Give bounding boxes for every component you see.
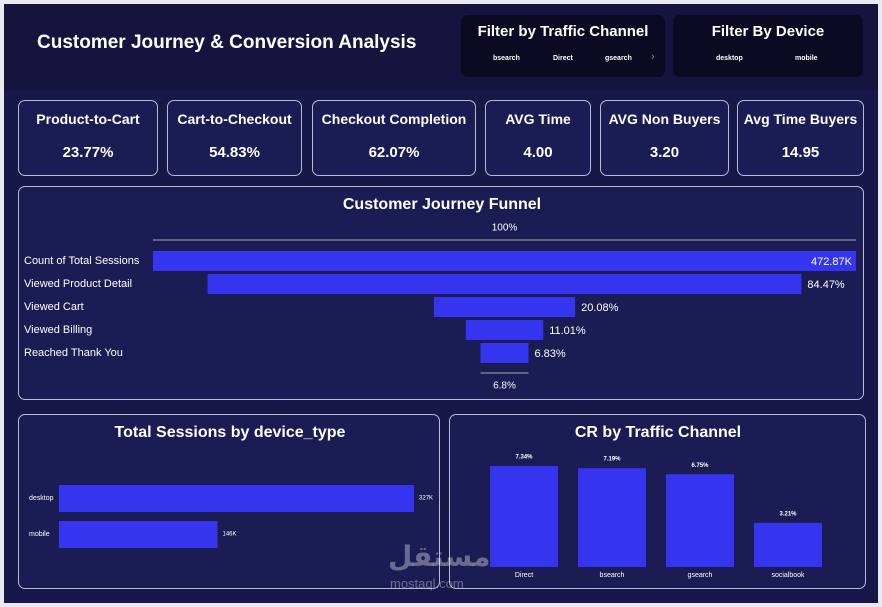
bar bbox=[59, 521, 218, 548]
kpi-value: 14.95 bbox=[781, 144, 820, 161]
category-label: desktop bbox=[29, 495, 54, 502]
kpi-label: Checkout Completion bbox=[321, 111, 467, 127]
filter-panel: Filter By Device desktop mobile bbox=[673, 15, 863, 77]
value-label: 7.34% bbox=[515, 455, 533, 461]
kpi-label: AVG Non Buyers bbox=[608, 111, 721, 127]
filter-option[interactable]: Direct bbox=[553, 55, 573, 62]
filter-option[interactable]: bsearch bbox=[493, 55, 520, 62]
chart: CR by Traffic Channel 7.34% Direct 7.19% bse… bbox=[490, 424, 822, 579]
value-label: 11.01% bbox=[549, 325, 586, 337]
filter-option[interactable]: mobile bbox=[795, 55, 818, 62]
funnel-bar bbox=[153, 251, 856, 271]
funnel-card: Customer Journey Funnel 100% Count of Tota… bbox=[18, 186, 864, 400]
chart-title: Customer Journey Funnel bbox=[343, 196, 541, 213]
category-label: Reached Thank You bbox=[24, 347, 123, 359]
category-label: mobile bbox=[29, 531, 50, 538]
kpi-card: Avg Time Buyers 14.95 bbox=[737, 100, 864, 176]
range-label: 6.8% bbox=[493, 381, 516, 392]
kpi-label: Product-to-Cart bbox=[36, 111, 140, 127]
bar bbox=[490, 466, 558, 567]
chart-title: CR by Traffic Channel bbox=[575, 424, 741, 441]
kpi-card: Product-to-Cart 23.77% bbox=[18, 100, 158, 176]
funnel-bar bbox=[433, 297, 576, 317]
category-label: Viewed Product Detail bbox=[24, 278, 132, 290]
value-label: 20.08% bbox=[581, 302, 619, 314]
kpi-value: 23.77% bbox=[62, 144, 114, 161]
filter-title: Filter By Device bbox=[711, 23, 825, 40]
kpi-label: Avg Time Buyers bbox=[743, 111, 858, 127]
kpi-card: Checkout Completion 62.07% bbox=[312, 100, 476, 176]
kpi-label: AVG Time bbox=[505, 111, 571, 127]
bar bbox=[666, 474, 734, 567]
value-label: 6.75% bbox=[691, 463, 709, 469]
filter-option[interactable]: desktop bbox=[716, 55, 743, 62]
kpi-value: 3.20 bbox=[649, 144, 680, 161]
value-label: 472.87K bbox=[811, 256, 853, 268]
value-label: 3.21% bbox=[779, 511, 797, 517]
category-label: Viewed Cart bbox=[24, 301, 84, 313]
filter-option[interactable]: gsearch bbox=[605, 55, 632, 62]
scroll-arrow[interactable]: › bbox=[651, 51, 655, 63]
value-label: 327K bbox=[419, 496, 433, 502]
bar bbox=[578, 468, 646, 567]
watermark: mostaql.com bbox=[390, 576, 464, 591]
category-label: Direct bbox=[515, 572, 533, 579]
range-label: 100% bbox=[492, 223, 518, 234]
chart: Customer Journey Funnel 100% Count of Tota… bbox=[24, 196, 856, 392]
filter-panel: Filter by Traffic Channel bsearch Direct… bbox=[461, 15, 665, 77]
funnel-bar bbox=[480, 343, 529, 363]
kpi-card: AVG Time 4.00 bbox=[485, 100, 591, 176]
kpi-value: 62.07% bbox=[368, 144, 420, 161]
value-label: 146K bbox=[223, 532, 237, 538]
funnel-bar bbox=[465, 320, 544, 340]
kpi-value: 54.83% bbox=[209, 144, 260, 161]
value-label: 7.19% bbox=[603, 457, 621, 463]
kpi-card: AVG Non Buyers 3.20 bbox=[600, 100, 729, 176]
value-label: 84.47% bbox=[807, 279, 845, 291]
funnel-bar bbox=[207, 274, 802, 294]
category-label: Viewed Billing bbox=[24, 324, 92, 336]
watermark: مستقل bbox=[388, 540, 491, 573]
category-label: gsearch bbox=[688, 572, 713, 579]
category-label: Count of Total Sessions bbox=[24, 255, 140, 267]
title: Customer Journey & Conversion Analysis bbox=[37, 32, 417, 53]
chart-title: Total Sessions by device_type bbox=[115, 424, 346, 441]
category-label: socialbook bbox=[771, 572, 805, 579]
channel-card: CR by Traffic Channel 7.34% Direct 7.19% bse… bbox=[449, 414, 866, 589]
bar bbox=[59, 485, 415, 512]
value-label: 6.83% bbox=[535, 348, 566, 360]
bar bbox=[754, 522, 822, 567]
kpi-label: Cart-to-Checkout bbox=[177, 111, 292, 127]
kpi-value: 4.00 bbox=[523, 144, 553, 161]
filter-title: Filter by Traffic Channel bbox=[477, 23, 649, 40]
kpi-card: Cart-to-Checkout 54.83% bbox=[167, 100, 302, 176]
category-label: bsearch bbox=[600, 572, 625, 579]
